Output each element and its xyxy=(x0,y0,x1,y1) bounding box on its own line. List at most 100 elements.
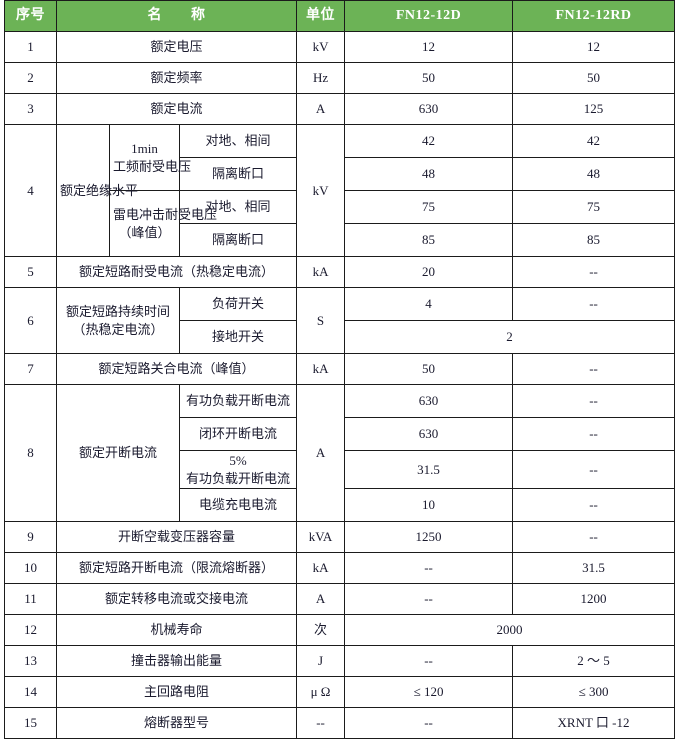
row-seq: 9 xyxy=(4,521,57,554)
row-value-d: 42 xyxy=(344,124,514,158)
row-value-d: -- xyxy=(344,645,514,678)
row-subitem-label: 电缆充电电流 xyxy=(178,488,298,523)
row-unit: kA xyxy=(296,353,346,385)
row-unit: kV xyxy=(296,31,346,63)
row-value-d: 630 xyxy=(344,417,514,451)
row-value-d: 4 xyxy=(344,287,514,321)
row-name: 额定短路耐受电流（热稳定电流） xyxy=(55,256,298,288)
row-name: 撞击器输出能量 xyxy=(55,645,298,678)
row-seq: 7 xyxy=(4,353,57,385)
table-row: 12 机械寿命 次 2000 xyxy=(4,614,676,647)
table-row: 10 额定短路开断电流（限流熔断器） kA -- 31.5 xyxy=(4,552,676,585)
row-value-d: 48 xyxy=(344,157,514,191)
table-row: 15 熔断器型号 -- -- XRNT 口 -12 xyxy=(4,707,676,739)
row-name: 机械寿命 xyxy=(55,614,298,647)
row-value-rd: 75 xyxy=(512,190,676,224)
table-row: 电缆充电电流 10 -- xyxy=(5,488,676,523)
table-row: 8 额定开断电流 有功负载开断电流 A 630 -- xyxy=(4,383,676,523)
table-row: 隔离断口 48 48 xyxy=(5,157,676,191)
row-value-d: -- xyxy=(344,583,514,616)
row-value-rd: 48 xyxy=(512,157,676,191)
row-unit: kA xyxy=(296,256,346,288)
row-seq: 2 xyxy=(4,62,57,94)
row-value-d: ≤ 120 xyxy=(344,676,514,709)
table-row: 9 开断空载变压器容量 kVA 1250 -- xyxy=(4,521,676,554)
row-unit: -- xyxy=(296,707,346,739)
table-row: 雷电冲击耐受电压（峰值） 对地、相同 75 75 xyxy=(5,190,676,257)
row-value-rd: 12 xyxy=(512,31,676,63)
row-unit: kV xyxy=(296,124,346,257)
row-unit: A xyxy=(296,583,346,616)
table-row: 5% 有功负载开断电流 31.5 -- xyxy=(5,449,676,490)
row-name: 额定转移电流或交接电流 xyxy=(55,583,298,616)
row-seq: 13 xyxy=(4,645,57,678)
row-seq: 12 xyxy=(4,614,57,647)
row-value-rd: -- xyxy=(512,384,676,418)
row-name: 额定短路开断电流（限流熔断器） xyxy=(55,552,298,585)
table-row: 1 额定电压 kV 12 12 xyxy=(4,31,676,63)
row-subitem-label: 有功负载开断电流 xyxy=(178,384,298,418)
row-name: 主回路电阻 xyxy=(55,676,298,709)
row-value-rd: 50 xyxy=(512,62,676,94)
table-row: 6 额定短路持续时间（热稳定电流） 负荷开关 S 4 -- xyxy=(4,287,676,354)
row-value-d: 20 xyxy=(344,256,514,288)
row-seq: 14 xyxy=(4,676,57,709)
row-value-d: 31.5 xyxy=(344,449,514,490)
row-subitem-label: 隔离断口 xyxy=(178,157,298,191)
specification-table: 序号 名 称 单位 FN12-12D FN12-12RD 1 额定电压 kV 1… xyxy=(4,0,676,739)
row-value-span: 2 xyxy=(344,320,676,354)
row-seq: 4 xyxy=(4,124,57,257)
row-value-d: 50 xyxy=(344,62,514,94)
row-unit: Hz xyxy=(296,62,346,94)
row-unit: kA xyxy=(296,552,346,585)
row-subitem-label: 闭环开断电流 xyxy=(178,417,298,451)
row-subitem-label: 对地、相同 xyxy=(178,190,298,224)
row-name: 开断空载变压器容量 xyxy=(55,521,298,554)
row-value-rd: -- xyxy=(512,287,676,321)
table-row: 7 额定短路关合电流（峰值） kA 50 -- xyxy=(4,353,676,385)
row-value-d: 630 xyxy=(344,384,514,418)
row-unit: S xyxy=(296,287,346,354)
row-value-rd: -- xyxy=(512,256,676,288)
table-header-row: 序号 名 称 单位 FN12-12D FN12-12RD xyxy=(4,0,676,32)
row-value-rd: -- xyxy=(512,417,676,451)
row-value-rd: XRNT 口 -12 xyxy=(512,707,676,739)
row-unit: 次 xyxy=(296,614,346,647)
row-seq: 3 xyxy=(4,93,57,125)
table-row: 闭环开断电流 630 -- xyxy=(5,417,676,451)
row-unit: kVA xyxy=(296,521,346,554)
row-subitem-label: 负荷开关 xyxy=(178,287,298,321)
row-value-d: 12 xyxy=(344,31,514,63)
row-name: 额定电流 xyxy=(55,93,298,125)
row-name: 熔断器型号 xyxy=(55,707,298,739)
row-unit: A xyxy=(296,93,346,125)
row-seq: 1 xyxy=(4,31,57,63)
row-value-rd: -- xyxy=(512,488,676,523)
row-name: 额定短路持续时间（热稳定电流） xyxy=(56,287,180,354)
row-subgroup-label: 雷电冲击耐受电压（峰值） xyxy=(109,190,217,257)
row-name: 额定电压 xyxy=(55,31,298,63)
row-value-d: 630 xyxy=(344,93,514,125)
row-unit: A xyxy=(296,383,346,523)
row-seq: 11 xyxy=(4,583,57,616)
row-value-rd: -- xyxy=(512,353,676,385)
row-value-span: 2000 xyxy=(344,614,676,647)
row-value-rd: 2 ～ 5 xyxy=(512,645,676,678)
table-row: 14 主回路电阻 μ Ω ≤ 120 ≤ 300 xyxy=(4,676,676,709)
row-seq: 6 xyxy=(4,287,57,354)
row-value-d: 85 xyxy=(344,223,514,257)
row-unit: μ Ω xyxy=(296,676,346,709)
row-value-d: 50 xyxy=(344,353,514,385)
table-row: 3 额定电流 A 630 125 xyxy=(4,93,676,125)
table-row: 13 撞击器输出能量 J -- 2 ～ 5 xyxy=(4,645,676,678)
table-row: 2 额定频率 Hz 50 50 xyxy=(4,62,676,94)
row-seq: 15 xyxy=(4,707,57,739)
table-row: 11 额定转移电流或交接电流 A -- 1200 xyxy=(4,583,676,616)
row-value-rd: 31.5 xyxy=(512,552,676,585)
row-name: 额定短路关合电流（峰值） xyxy=(55,353,298,385)
row-value-d: -- xyxy=(344,552,514,585)
table-row: 4 额定绝缘水平 1min 工频耐受电压 对地、相间 kV 42 42 xyxy=(4,124,676,257)
row-subitem-label: 对地、相间 xyxy=(178,124,298,158)
row-value-rd: 1200 xyxy=(512,583,676,616)
row-unit: J xyxy=(296,645,346,678)
